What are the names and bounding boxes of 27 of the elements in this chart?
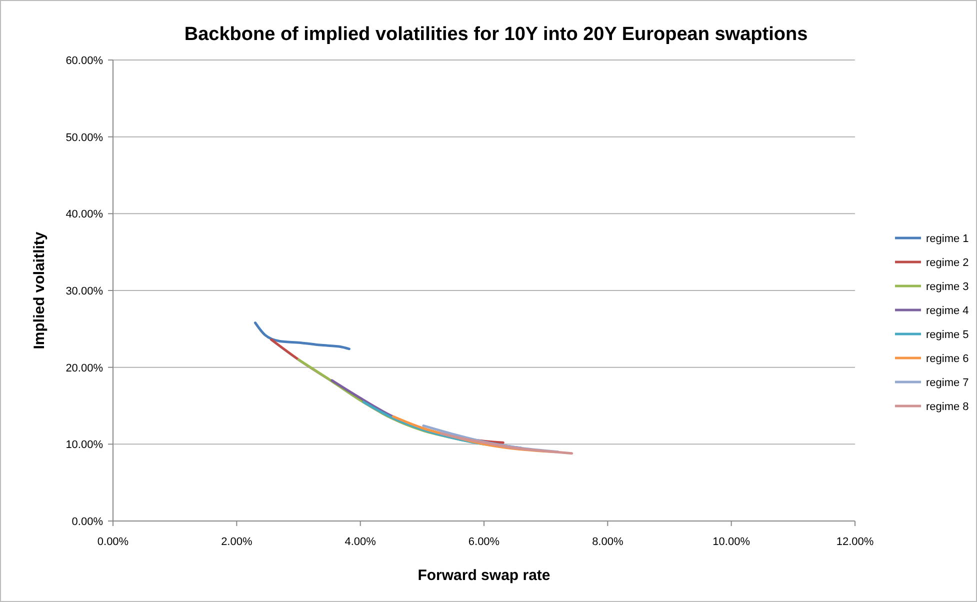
y-tick-label: 60.00% — [66, 55, 104, 67]
y-axis-title: Implied volaitlity — [31, 231, 48, 350]
y-tick-label: 50.00% — [66, 132, 104, 144]
x-tick-label: 12.00% — [836, 536, 874, 548]
x-tick-label: 6.00% — [468, 536, 500, 548]
x-tick-label: 8.00% — [592, 536, 624, 548]
x-tick-label: 10.00% — [712, 536, 750, 548]
x-tick-label: 2.00% — [221, 536, 252, 548]
y-tick-label: 20.00% — [66, 362, 104, 374]
legend-label: regime 6 — [926, 353, 969, 365]
y-tick-label: 40.00% — [66, 208, 104, 221]
x-axis-title: Forward swap rate — [418, 567, 550, 584]
legend-label: regime 2 — [926, 257, 969, 269]
legend-label: regime 3 — [926, 281, 969, 293]
legend-label: regime 4 — [926, 305, 969, 317]
chart-title: Backbone of implied volatilities for 10Y into 20Y European swaptions — [184, 24, 808, 45]
y-tick-label: 30.00% — [66, 286, 104, 298]
y-tick-label: 10.00% — [66, 439, 104, 452]
y-tick-label: 0.00% — [72, 516, 104, 528]
x-tick-label: 0.00% — [97, 536, 129, 548]
legend-label: regime 7 — [926, 377, 969, 389]
legend-label: regime 5 — [926, 329, 969, 341]
x-tick-label: 4.00% — [344, 536, 376, 548]
line-series — [254, 322, 350, 350]
legend-label: regime 8 — [926, 401, 969, 413]
line-series — [439, 432, 574, 455]
legend-label: regime 1 — [926, 233, 969, 245]
